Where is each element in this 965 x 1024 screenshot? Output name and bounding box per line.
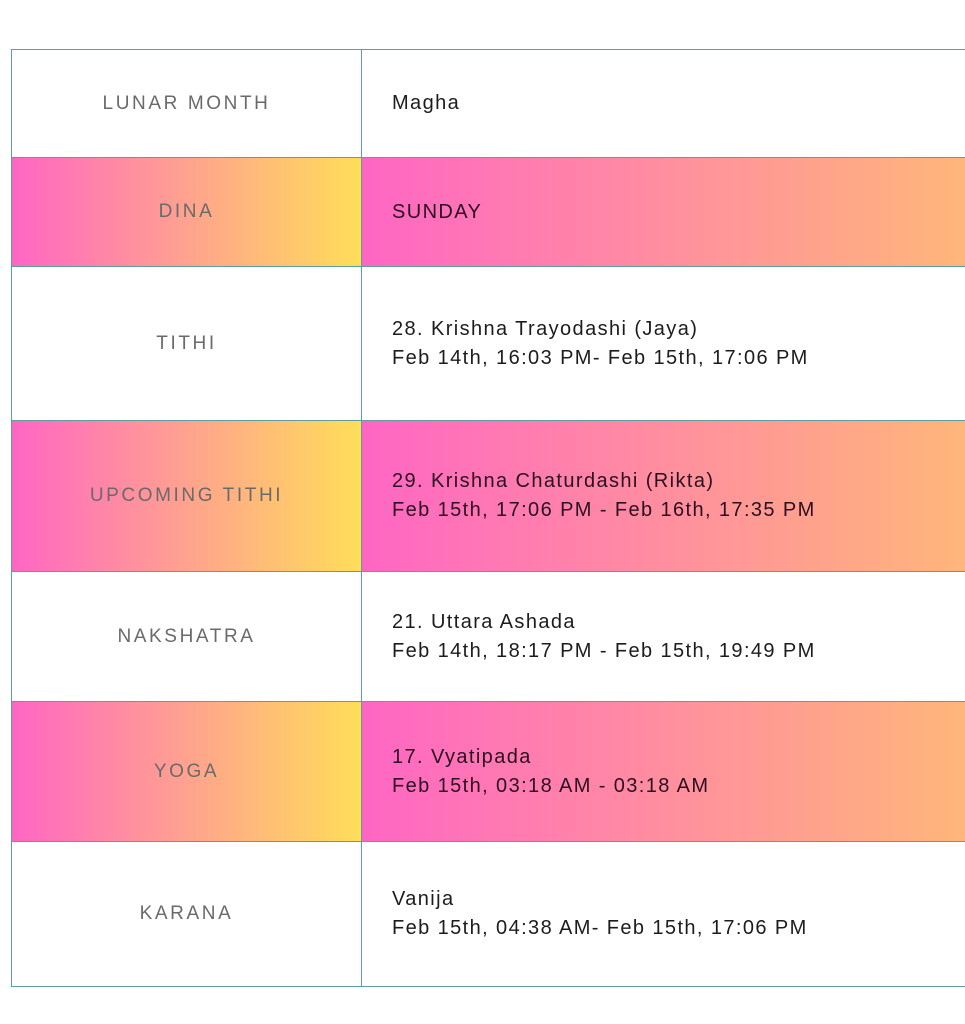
row-value: 29. Krishna Chaturdashi (Rikta) Feb 15th,…: [362, 421, 965, 571]
value-main: 28. Krishna Trayodashi (Jaya): [392, 317, 699, 340]
row-value: Magha: [362, 50, 965, 157]
panchang-table: LUNAR MONTH Magha DINA SUNDAY TITHI 28. …: [11, 49, 965, 987]
value-time: Feb 14th, 18:17 PM - Feb 15th, 19:49 PM: [392, 639, 816, 662]
row-label: UPCOMING TITHI: [12, 421, 362, 571]
row-value: SUNDAY: [362, 158, 965, 266]
value-time: Feb 15th, 17:06 PM - Feb 16th, 17:35 PM: [392, 499, 816, 521]
row-label: KARANA: [12, 842, 362, 986]
value-main: 21. Uttara Ashada: [392, 610, 576, 633]
row-label: DINA: [12, 158, 362, 266]
row-label: LUNAR MONTH: [12, 50, 362, 157]
row-tithi: TITHI 28. Krishna Trayodashi (Jaya) Feb 1…: [12, 267, 965, 421]
row-label: TITHI: [12, 267, 362, 420]
row-yoga: YOGA 17. Vyatipada Feb 15th, 03:18 AM - 0…: [12, 702, 965, 842]
value-main: Vanija: [392, 888, 455, 910]
row-dina: DINA SUNDAY: [12, 158, 965, 267]
row-value: 21. Uttara Ashada Feb 14th, 18:17 PM - Fe…: [362, 572, 965, 701]
value-main: 17. Vyatipada: [392, 745, 532, 768]
value-time: Feb 15th, 03:18 AM - 03:18 AM: [392, 774, 710, 797]
value-main: SUNDAY: [392, 200, 483, 223]
row-nakshatra: NAKSHATRA 21. Uttara Ashada Feb 14th, 18:…: [12, 572, 965, 702]
row-value: 28. Krishna Trayodashi (Jaya) Feb 14th, 1…: [362, 267, 965, 420]
row-label: YOGA: [12, 702, 362, 841]
row-karana: KARANA Vanija Feb 15th, 04:38 AM- Feb 15t…: [12, 842, 965, 987]
value-main: Magha: [392, 92, 461, 114]
row-lunar-month: LUNAR MONTH Magha: [12, 50, 965, 158]
row-upcoming-tithi: UPCOMING TITHI 29. Krishna Chaturdashi (…: [12, 421, 965, 572]
value-time: Feb 15th, 04:38 AM- Feb 15th, 17:06 PM: [392, 917, 808, 939]
row-label: NAKSHATRA: [12, 572, 362, 701]
row-value: Vanija Feb 15th, 04:38 AM- Feb 15th, 17:0…: [362, 842, 965, 986]
row-value: 17. Vyatipada Feb 15th, 03:18 AM - 03:18 …: [362, 702, 965, 841]
value-time: Feb 14th, 16:03 PM- Feb 15th, 17:06 PM: [392, 346, 809, 369]
value-main: 29. Krishna Chaturdashi (Rikta): [392, 470, 715, 492]
